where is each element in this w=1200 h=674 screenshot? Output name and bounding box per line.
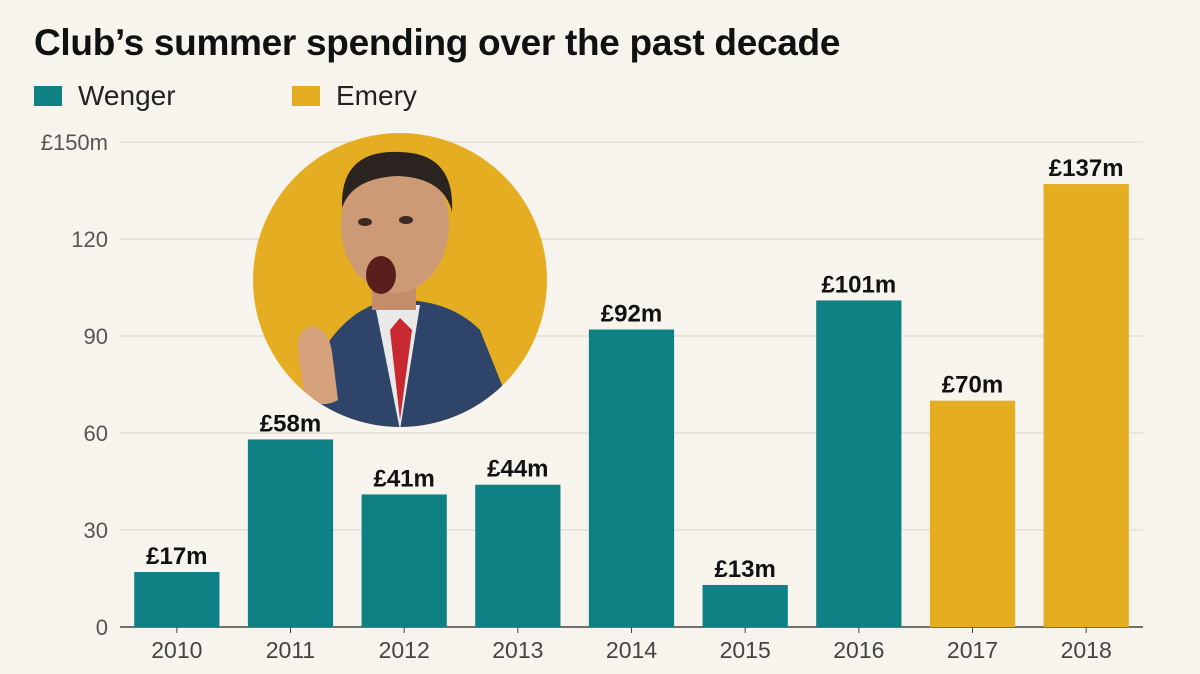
y-tick-label: 120 [71, 227, 108, 252]
bar-2018 [1043, 184, 1129, 628]
data-label-2017: £70m [942, 372, 1003, 399]
legend-swatch-wenger [34, 86, 62, 106]
x-tick-label-2010: 2010 [151, 637, 202, 663]
legend-swatch-emery [292, 86, 320, 106]
x-axis-ticks: 2010 2011 2012 2013 2014 2015 2016 2017 2018 [151, 627, 1112, 663]
data-labels: £17m £58m £41m £44m £92m £13m £101m £70m £137m [146, 155, 1123, 583]
chart-title: Club’s summer spending over the past dec… [34, 22, 841, 63]
data-label-2011: £58m [260, 410, 321, 437]
bar-2017 [929, 400, 1016, 627]
bar-2010 [134, 572, 220, 627]
y-tick-label: £150m [41, 130, 108, 155]
x-tick-label-2016: 2016 [833, 637, 884, 663]
x-tick-label-2017: 2017 [947, 637, 998, 663]
x-tick-label-2018: 2018 [1061, 637, 1112, 663]
legend-item-emery: Emery [292, 78, 417, 114]
bars [134, 184, 1129, 628]
x-tick-label-2015: 2015 [720, 637, 771, 663]
y-axis-ticks: 0 30 60 90 120 £150m [41, 130, 108, 640]
data-label-2015: £13m [714, 556, 775, 583]
y-tick-label: 0 [96, 615, 108, 640]
data-label-2014: £92m [601, 301, 662, 328]
bar-2014 [588, 329, 675, 627]
data-label-2018: £137m [1049, 155, 1124, 182]
y-tick-label: 90 [84, 324, 108, 349]
data-label-2013: £44m [487, 456, 548, 483]
bar-2015 [702, 584, 788, 627]
legend-label-emery: Emery [336, 80, 417, 111]
data-label-2016: £101m [821, 271, 896, 298]
bar-2016 [816, 300, 902, 627]
data-label-2012: £41m [373, 465, 434, 492]
x-tick-label-2011: 2011 [266, 637, 315, 663]
bar-2013 [475, 484, 561, 627]
bar-2011 [247, 439, 334, 627]
y-tick-label: 60 [84, 421, 108, 446]
legend-item-wenger: Wenger [34, 78, 176, 114]
y-tick-label: 30 [84, 518, 108, 543]
x-tick-label-2013: 2013 [492, 637, 543, 663]
x-tick-label-2012: 2012 [379, 637, 430, 663]
legend-label-wenger: Wenger [78, 80, 176, 111]
bar-2012 [361, 494, 447, 627]
manager-photo [253, 133, 547, 427]
data-label-2010: £17m [146, 543, 207, 570]
x-tick-label-2014: 2014 [606, 637, 657, 663]
